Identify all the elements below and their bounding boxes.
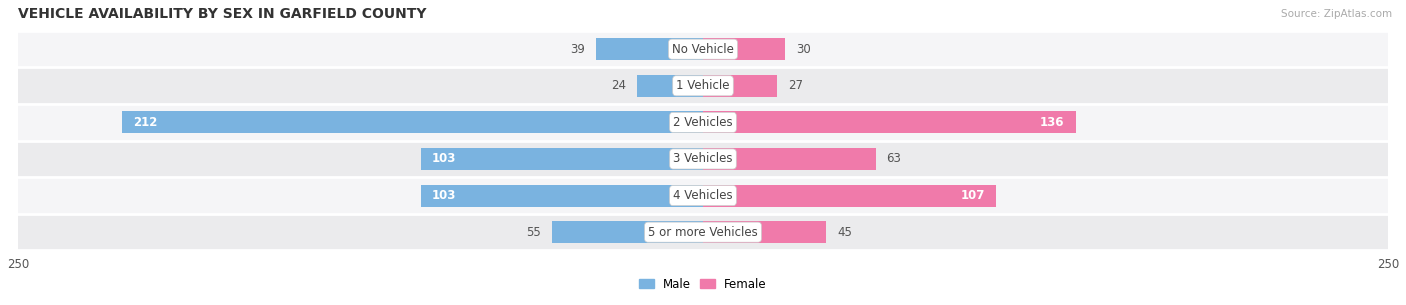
Bar [18,177,1388,214]
Bar [703,38,785,60]
Text: 24: 24 [612,79,626,92]
Text: 103: 103 [432,152,456,166]
Text: 27: 27 [787,79,803,92]
Text: 55: 55 [527,226,541,239]
Bar [420,185,703,206]
Text: VEHICLE AVAILABILITY BY SEX IN GARFIELD COUNTY: VEHICLE AVAILABILITY BY SEX IN GARFIELD … [18,7,426,21]
Bar [420,148,703,170]
Text: 30: 30 [796,43,811,56]
Bar [18,104,1388,141]
Bar [637,75,703,97]
Text: No Vehicle: No Vehicle [672,43,734,56]
Text: 107: 107 [960,189,986,202]
Text: 1 Vehicle: 1 Vehicle [676,79,730,92]
Bar [18,67,1388,104]
Text: Source: ZipAtlas.com: Source: ZipAtlas.com [1281,9,1392,19]
Bar [703,221,827,243]
Bar [18,31,1388,67]
Legend: Male, Female: Male, Female [634,273,772,296]
Text: 5 or more Vehicles: 5 or more Vehicles [648,226,758,239]
Bar [703,148,876,170]
Bar [553,221,703,243]
Text: 3 Vehicles: 3 Vehicles [673,152,733,166]
Text: 136: 136 [1040,116,1064,129]
Text: 212: 212 [134,116,157,129]
Bar [18,141,1388,177]
Text: 2 Vehicles: 2 Vehicles [673,116,733,129]
Bar [703,75,778,97]
Bar [703,111,1076,133]
Bar [703,185,995,206]
Bar [122,111,703,133]
Text: 103: 103 [432,189,456,202]
Text: 4 Vehicles: 4 Vehicles [673,189,733,202]
Text: 45: 45 [837,226,852,239]
Bar [18,214,1388,250]
Text: 39: 39 [571,43,585,56]
Bar [596,38,703,60]
Text: 63: 63 [887,152,901,166]
